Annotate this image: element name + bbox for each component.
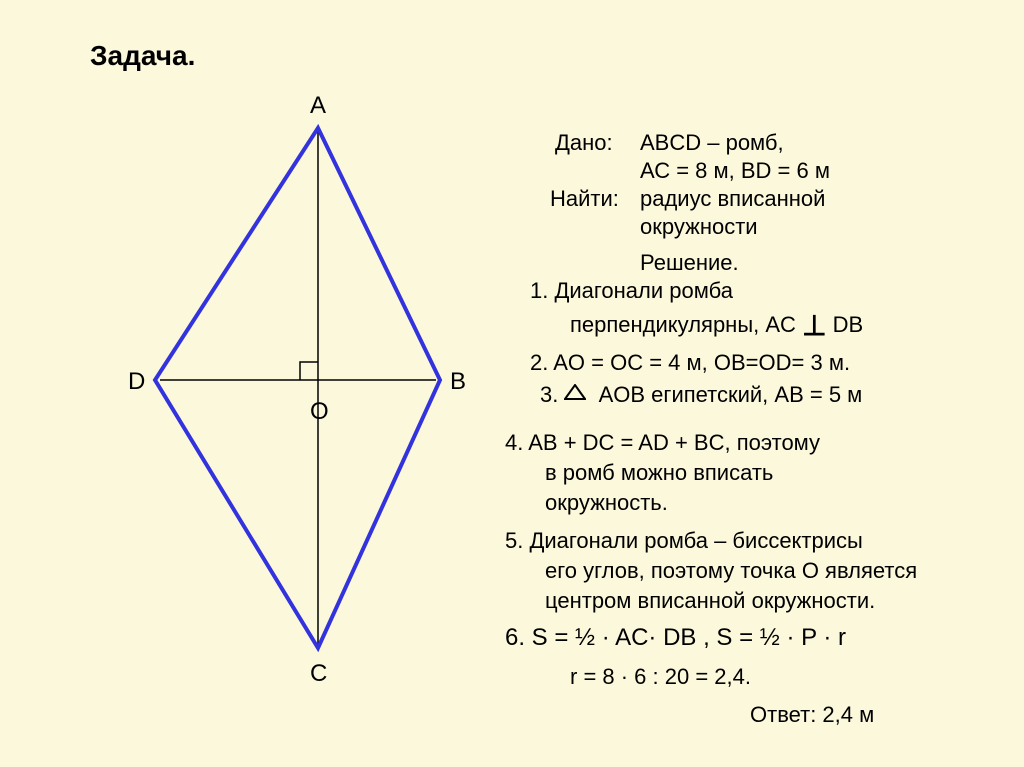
solution-header: Решение. bbox=[640, 250, 739, 276]
triangle-icon bbox=[564, 384, 586, 400]
given-line1: ABCD – ромб, bbox=[640, 130, 784, 156]
step2: 2. AO = OC = 4 м, OB=OD= 3 м. bbox=[530, 350, 850, 376]
step5c: центром вписанной окружности. bbox=[545, 588, 875, 614]
step5a: 5. Диагонали ромба – биссектрисы bbox=[505, 528, 863, 554]
step1b: перпендикулярны, AC ⊥ DB bbox=[570, 306, 863, 339]
vertex-a-label: A bbox=[310, 92, 326, 120]
find-line2: окружности bbox=[640, 214, 758, 240]
step7: r = 8 · 6 : 20 = 2,4. bbox=[570, 664, 751, 690]
perpendicular-icon: ⊥ bbox=[802, 309, 826, 342]
answer: Ответ: 2,4 м bbox=[750, 702, 874, 728]
rhombus-diagram bbox=[0, 0, 500, 720]
step6: 6. S = ½ · AC· DB , S = ½ · P · r bbox=[505, 624, 846, 652]
step4c: окружность. bbox=[545, 490, 668, 516]
vertex-b-label: B bbox=[450, 368, 466, 396]
vertex-d-label: D bbox=[128, 368, 145, 396]
step3: 3. AOB египетский, АВ = 5 м bbox=[540, 382, 862, 408]
step1a: 1. Диагонали ромба bbox=[530, 278, 733, 304]
find-label: Найти: bbox=[550, 186, 619, 212]
step4b: в ромб можно вписать bbox=[545, 460, 773, 486]
vertex-c-label: C bbox=[310, 660, 327, 688]
vertex-o-label: O bbox=[310, 398, 329, 426]
given-line2: АС = 8 м, BD = 6 м bbox=[640, 158, 830, 184]
step5b: его углов, поэтому точка О является bbox=[545, 558, 917, 584]
find-line1: радиус вписанной bbox=[640, 186, 825, 212]
step4a: 4. AB + DC = AD + BC, поэтому bbox=[505, 430, 820, 456]
given-label: Дано: bbox=[555, 130, 613, 156]
